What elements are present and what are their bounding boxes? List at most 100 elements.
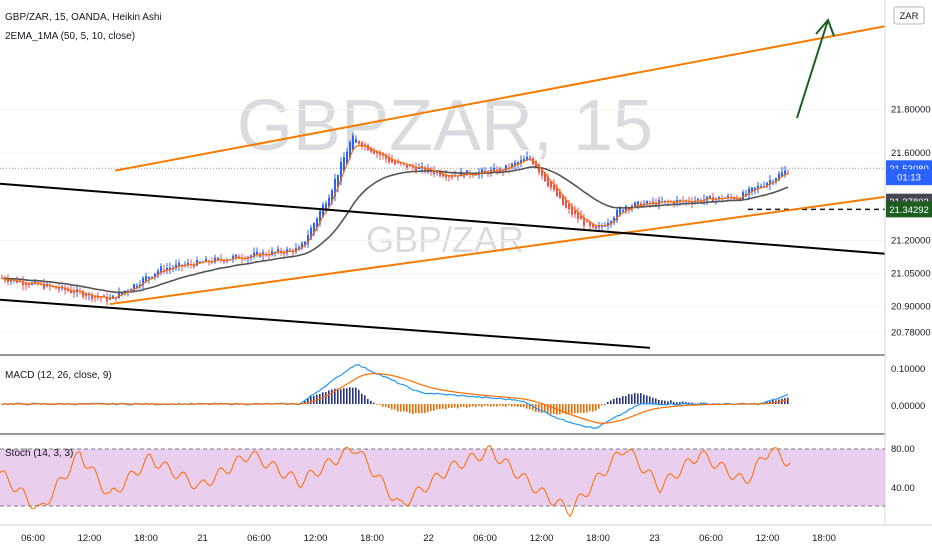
macd-histogram-bar [424,404,426,414]
macd-histogram-bar [520,404,522,407]
candle-body [28,284,30,286]
macd-histogram-bar [373,402,375,404]
candle-body [196,260,198,266]
macd-histogram-bar [427,404,429,413]
macd-histogram-bar [436,404,438,410]
candle-body [628,208,630,210]
candle-body [397,162,399,164]
candle-body [523,158,525,162]
macd-histogram-bar [307,398,309,404]
time-axis-label: 23 [649,533,660,544]
macd-histogram-bar [679,402,681,404]
candle-body [277,249,279,253]
macd-histogram-bar [586,404,588,413]
macd-histogram-bar [697,403,699,405]
time-axis-label: 12:00 [756,533,780,544]
candle-body [217,257,219,260]
macd-histogram-bar [469,404,471,408]
macd-histogram-bar [658,399,660,404]
macd-histogram-bar [661,400,663,404]
moving-averages [1,144,789,299]
macd-histogram-bar [508,404,510,406]
candle-body [583,217,585,226]
candle-body [616,209,618,221]
macd-histogram-bar [682,401,684,404]
candle-body [169,267,171,270]
candle-body [343,157,345,172]
candle-body [73,291,75,294]
macd-histogram-bar [559,404,561,415]
candle-body [376,151,378,154]
macd-histogram-bar [316,394,318,404]
macd-histogram-bar [421,404,423,413]
macd-histogram-bar [433,404,435,411]
macd-histogram-bar [415,404,417,413]
macd-histogram-bar [526,404,528,409]
candle-body [526,156,528,161]
macd-histogram-bar [358,389,360,404]
watermark-symbol: GBPZAR, 15 [237,86,653,166]
candle-body [67,288,69,291]
macd-histogram-bar [517,404,519,407]
candle-body [349,141,351,158]
candle-body [328,197,330,208]
macd-histogram-bar [388,404,390,409]
candle-body [403,163,405,165]
candle-body [19,281,21,283]
candle-body [319,211,321,224]
candle-body [58,287,60,290]
macd-histogram-bar [619,397,621,404]
candle-body [400,162,402,164]
macd-histogram-bar [511,404,513,407]
candle-body [598,226,600,228]
macd-histogram-bar [649,396,651,404]
macd-histogram-bar [328,390,330,404]
candle-body [151,276,153,278]
macd-histogram-bar [766,401,768,404]
macd-histogram-bar [484,404,486,406]
candle-body [505,165,507,171]
time-axis[interactable]: 06:00 12:00 18:00 21 06:00 12:00 18:00 22 06:00 1… [21,533,836,544]
macd-histogram-bar [334,388,336,404]
price-axis-tick: 21.60000 [891,148,931,159]
price-axis-tick: 21.05000 [891,268,931,279]
price-axis[interactable]: 21.80000 21.60000 21.20000 21.05000 20.90000… [891,104,931,338]
candle-body [160,266,162,274]
trend-channels[interactable] [0,25,886,349]
candle-body [271,250,273,255]
channel-line-lower-black[interactable] [0,298,651,349]
breakout-arrow-head [815,18,835,37]
candle-body [493,168,495,172]
candle-body [154,273,156,278]
currency-button[interactable]: ZAR [893,6,925,25]
macd-histogram-bar [367,398,369,404]
macd-histogram-bar [676,402,678,404]
macd-histogram-bar [646,395,648,404]
stoch-pane [0,444,791,518]
candle-body [337,174,339,188]
candle-body [340,161,342,182]
channel-line-upper-orange[interactable] [114,25,886,172]
breakout-arrow[interactable] [796,19,829,119]
candle-body [361,142,363,147]
candle-body [436,171,438,173]
candle-body [442,173,444,177]
channel-line-upper-black[interactable] [0,182,886,255]
macd-histogram-bar [664,400,666,404]
candle-body [163,269,165,271]
candle-body [22,281,24,286]
macd-histogram-bar [604,403,606,405]
channel-line-lower-orange[interactable] [109,195,886,306]
macd-histogram-bar [442,404,444,409]
macd-histogram-bar [370,400,372,404]
candle-body [133,284,135,291]
macd-histogram-bar [562,404,564,414]
macd-histogram-bar [667,401,669,404]
candle-body [316,218,318,229]
macd-histogram-bar [589,404,591,412]
candle-body [214,257,216,263]
macd-histogram-bar [514,404,516,407]
candle-body [748,188,750,195]
macd-histogram-bar [430,404,432,411]
